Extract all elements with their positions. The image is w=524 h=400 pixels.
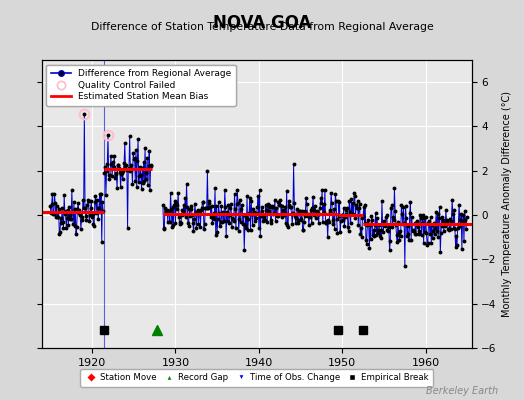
Y-axis label: Monthly Temperature Anomaly Difference (°C): Monthly Temperature Anomaly Difference (… (502, 91, 512, 317)
Text: Difference of Station Temperature Data from Regional Average: Difference of Station Temperature Data f… (91, 22, 433, 32)
Text: NOVA GOA: NOVA GOA (213, 14, 311, 32)
Legend: Station Move, Record Gap, Time of Obs. Change, Empirical Break: Station Move, Record Gap, Time of Obs. C… (80, 369, 433, 387)
Text: Berkeley Earth: Berkeley Earth (425, 386, 498, 396)
Legend: Difference from Regional Average, Quality Control Failed, Estimated Station Mean: Difference from Regional Average, Qualit… (47, 64, 236, 106)
